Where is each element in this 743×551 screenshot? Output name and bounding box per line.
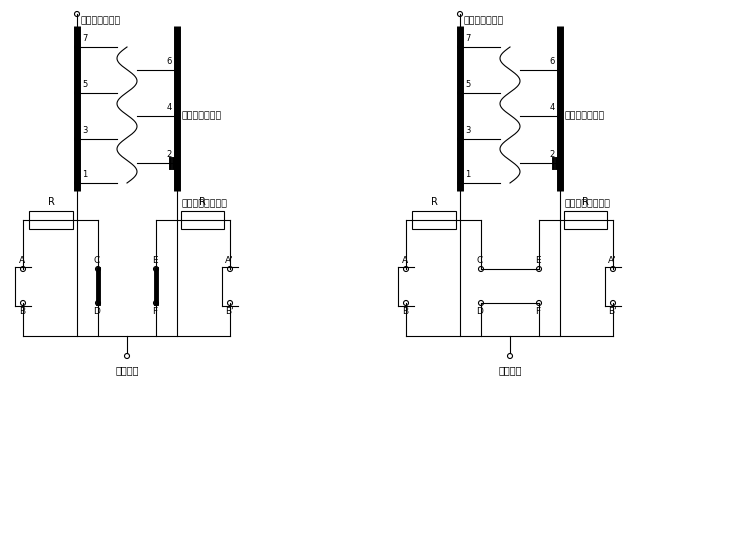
Text: 1: 1 (465, 170, 470, 179)
Text: 3: 3 (82, 126, 88, 135)
Text: 4: 4 (166, 103, 172, 112)
Bar (29, 211, 73, 229)
Text: B': B' (608, 307, 616, 316)
Text: 6: 6 (550, 57, 555, 66)
Text: 分接开关切换开关: 分接开关切换开关 (565, 199, 611, 208)
Bar (564, 211, 607, 229)
Text: 5: 5 (465, 80, 470, 89)
Text: C: C (94, 256, 100, 265)
Text: 至中性点: 至中性点 (115, 365, 139, 375)
Text: A: A (19, 256, 25, 265)
Text: 5: 5 (82, 80, 87, 89)
Text: 4: 4 (550, 103, 555, 112)
Text: C: C (477, 256, 483, 265)
Text: 1: 1 (82, 170, 87, 179)
Text: 至中性点: 至中性点 (499, 365, 522, 375)
Text: 变压器调压绕组: 变压器调压绕组 (464, 16, 504, 25)
Text: A: A (402, 256, 408, 265)
Text: 2: 2 (550, 150, 555, 159)
Text: 分接开关选择器: 分接开关选择器 (182, 111, 222, 121)
Text: E: E (152, 256, 158, 265)
Text: 分接开关选择器: 分接开关选择器 (565, 111, 606, 121)
Text: B: B (402, 307, 408, 316)
Text: 3: 3 (465, 126, 470, 135)
Text: R: R (48, 197, 54, 207)
Text: F: F (536, 307, 541, 316)
Text: D: D (476, 307, 484, 316)
Text: 7: 7 (465, 34, 470, 43)
Text: R: R (199, 197, 206, 207)
Text: R: R (582, 197, 589, 207)
Text: 7: 7 (82, 34, 88, 43)
Text: R: R (430, 197, 438, 207)
Bar (412, 211, 456, 229)
Text: F: F (152, 307, 158, 316)
Text: A': A' (224, 256, 233, 265)
Text: D: D (94, 307, 100, 316)
Text: 6: 6 (166, 57, 172, 66)
Text: B: B (19, 307, 25, 316)
Text: 变压器调压绕组: 变压器调压绕组 (81, 16, 121, 25)
Text: 分接开关切换开关: 分接开关切换开关 (182, 199, 228, 208)
Text: A': A' (608, 256, 616, 265)
Text: 2: 2 (166, 150, 172, 159)
Text: B': B' (224, 307, 233, 316)
Bar (181, 211, 224, 229)
Text: E: E (535, 256, 541, 265)
